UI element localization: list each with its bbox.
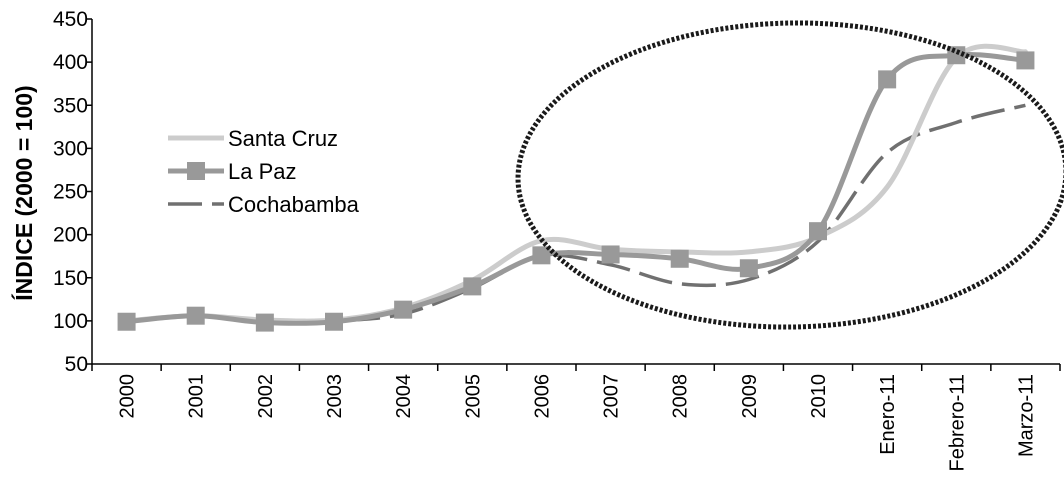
x-tick-label: Marzo-11	[1015, 374, 1037, 457]
data-point-la-paz	[670, 249, 689, 268]
legend: Santa Cruz La Paz Cochabamba	[168, 126, 360, 217]
highlight-ellipse	[515, 20, 1064, 330]
y-tick-label: 150	[53, 267, 88, 290]
x-tick-label: 2007	[601, 374, 623, 419]
data-point-la-paz	[255, 313, 274, 332]
legend-label-cochabamba: Cochabamba	[228, 192, 360, 217]
x-tick-label: 2000	[117, 374, 139, 419]
x-tick-label: 2006	[531, 374, 553, 419]
y-tick-label: 50	[65, 353, 88, 376]
series-line-la-paz	[124, 52, 1028, 326]
axes: 50 100 150 200 250 300 350 400 450 2000 2001 2002 20…	[53, 8, 1061, 471]
data-point-la-paz	[117, 312, 136, 331]
data-point-la-paz	[739, 259, 758, 278]
x-tick-label: 2003	[324, 374, 346, 419]
x-tick-label: 2001	[186, 374, 208, 419]
data-point-la-paz	[947, 46, 966, 65]
y-tick-label: 400	[53, 51, 88, 74]
y-tick-label: 350	[53, 94, 88, 117]
x-tick-label: 2004	[393, 374, 415, 419]
x-tick-label: 2005	[462, 374, 484, 419]
marker-layer	[117, 46, 1035, 332]
y-tick-label: 250	[53, 181, 88, 204]
y-tick-label: 300	[53, 137, 88, 160]
y-axis-label: ÍNDICE (2000 = 100)	[10, 85, 37, 300]
legend-label-santa-cruz: Santa Cruz	[228, 126, 338, 151]
data-point-la-paz	[878, 70, 897, 89]
data-point-la-paz	[809, 222, 827, 241]
data-point-la-paz	[186, 306, 205, 325]
x-tick-label: 2008	[670, 374, 692, 419]
data-point-la-paz	[532, 246, 551, 265]
legend-marker-la-paz	[187, 162, 205, 180]
data-point-la-paz	[394, 300, 413, 319]
x-tick-label: 2010	[808, 374, 830, 419]
legend-label-la-paz: La Paz	[228, 159, 297, 184]
data-point-la-paz	[325, 312, 343, 331]
x-tick-label: 2009	[739, 374, 761, 419]
data-point-la-paz	[1016, 51, 1035, 70]
y-tick-label: 200	[53, 224, 88, 247]
x-tick-label: Enero-11	[877, 374, 899, 455]
data-point-la-paz	[601, 245, 620, 264]
x-tick-label: Febrero-11	[946, 374, 968, 471]
x-tick-label: 2002	[255, 374, 277, 419]
series-line-santa-cruz	[124, 43, 1028, 324]
data-point-la-paz	[463, 277, 482, 296]
y-tick-label: 450	[53, 8, 88, 31]
y-tick-label: 100	[53, 310, 88, 333]
